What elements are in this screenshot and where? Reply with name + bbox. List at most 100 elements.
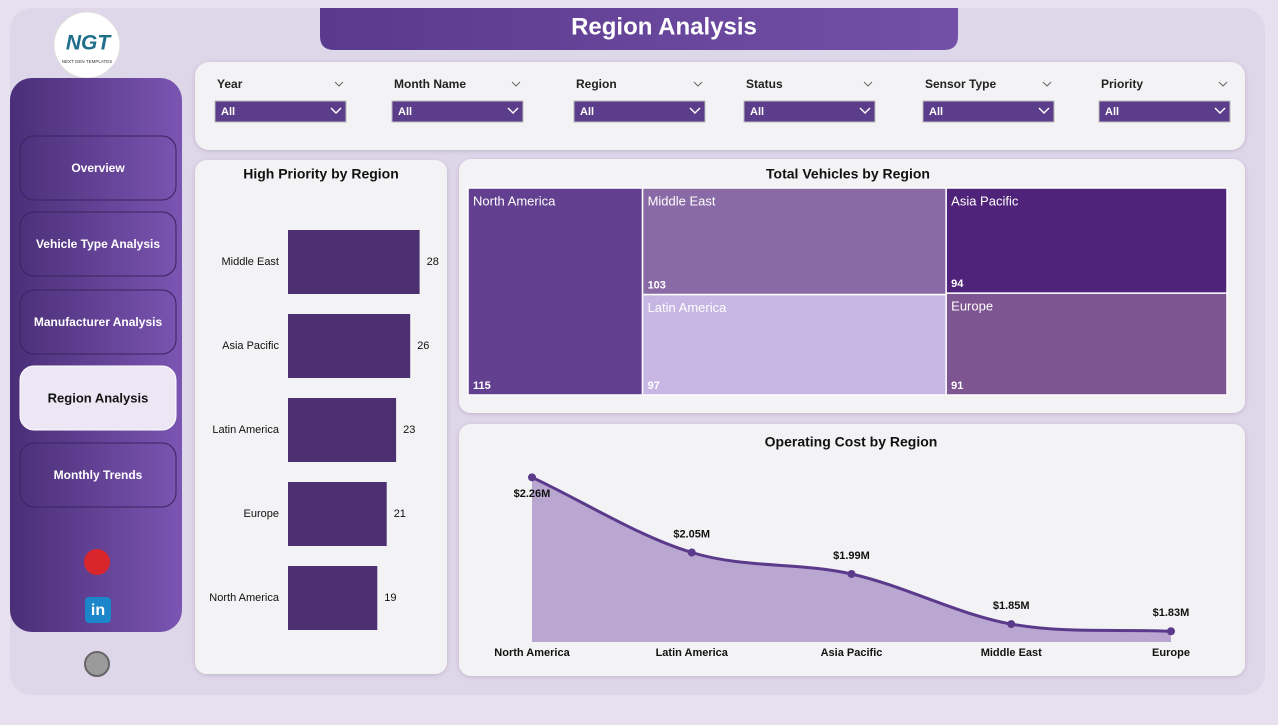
page-title: Region Analysis (571, 13, 757, 40)
treemap-tile (945, 292, 1228, 396)
chart-title: Operating Cost by Region (765, 434, 938, 450)
tile-label: Middle East (648, 193, 716, 208)
chevron (693, 81, 703, 87)
point (1007, 620, 1016, 629)
nav-button[interactable] (19, 211, 177, 277)
chevron (689, 107, 701, 115)
sidebar (10, 78, 182, 632)
chart-title: Total Vehicles by Region (766, 166, 930, 182)
filter-label: Year (217, 77, 243, 91)
filter-dropdown[interactable] (922, 100, 1055, 123)
nav-button[interactable] (19, 365, 177, 431)
chevron (507, 107, 519, 115)
value-label: 21 (394, 508, 406, 520)
filter-panel (195, 62, 1245, 150)
filter-value: All (398, 106, 412, 118)
point (687, 548, 696, 557)
filter-label: Sensor Type (925, 77, 996, 91)
chevron (863, 81, 873, 87)
tile-value: 97 (648, 380, 660, 392)
category-label: Asia Pacific (222, 340, 279, 352)
chevron (859, 107, 871, 115)
bar (288, 230, 420, 294)
tile-label: Latin America (648, 300, 728, 315)
filter-dropdown[interactable] (214, 100, 347, 123)
chevron (330, 107, 342, 115)
category-label: Middle East (222, 256, 279, 268)
globe-icon[interactable] (84, 651, 110, 677)
linkedin-glyph: in (91, 602, 105, 619)
logo-tagline: NEXT GEN TEMPLATES (62, 59, 113, 64)
filter-value: All (221, 106, 235, 118)
nav-label: Vehicle Type Analysis (36, 237, 160, 251)
category-label: Latin America (212, 424, 280, 436)
bar (288, 398, 397, 462)
value-label: 23 (403, 424, 415, 436)
nav-label: Overview (71, 161, 125, 175)
chart-title: High Priority by Region (243, 166, 399, 182)
x-tick-label: Europe (1152, 647, 1190, 659)
tile-value: 103 (648, 280, 666, 292)
chevron (511, 81, 521, 87)
chevron (1218, 81, 1228, 87)
chevron (1038, 107, 1050, 115)
filter-dropdown[interactable] (1098, 100, 1231, 123)
treemap-tile (467, 187, 644, 396)
tile-value: 115 (473, 380, 491, 392)
treemap-tile (641, 293, 947, 396)
bar (288, 566, 378, 630)
chevron (1042, 81, 1052, 87)
nav-button[interactable] (19, 135, 177, 201)
nav-label: Monthly Trends (54, 468, 143, 482)
x-tick-label: Asia Pacific (821, 647, 883, 659)
filter-value: All (580, 106, 594, 118)
filter-label: Month Name (394, 77, 466, 91)
bar (288, 314, 411, 378)
nav-button[interactable] (19, 289, 177, 355)
value-label: 28 (427, 256, 439, 268)
value-label: $1.99M (833, 550, 870, 562)
point (847, 569, 856, 578)
point (528, 473, 536, 482)
area (532, 477, 1171, 642)
x-tick-label: Latin America (656, 647, 729, 659)
nav-button[interactable] (19, 442, 177, 508)
youtube-icon[interactable] (84, 549, 110, 575)
treemap-tile (945, 187, 1228, 294)
tile-label: Europe (951, 299, 993, 314)
value-label: $2.05M (673, 528, 710, 540)
filter-dropdown[interactable] (743, 100, 876, 123)
filter-label: Region (576, 77, 617, 91)
tile-value: 94 (951, 278, 964, 290)
bar (288, 482, 387, 546)
tile-label: North America (473, 193, 556, 208)
x-tick-label: North America (494, 647, 570, 659)
filter-value: All (929, 106, 943, 118)
value-label: 26 (417, 340, 429, 352)
tile-label: Asia Pacific (951, 193, 1019, 208)
filter-dropdown[interactable] (391, 100, 524, 123)
chevron (1214, 107, 1226, 115)
tile-value: 91 (951, 380, 963, 392)
title-banner (320, 8, 958, 50)
filter-value: All (750, 106, 764, 118)
nav-label: Manufacturer Analysis (34, 315, 163, 329)
x-tick-label: Middle East (981, 647, 1042, 659)
treemap-tile (641, 187, 947, 296)
chevron (334, 81, 344, 87)
value-label: $1.85M (993, 600, 1030, 612)
linkedin-icon[interactable] (85, 597, 111, 623)
category-label: Europe (244, 508, 279, 520)
category-label: North America (209, 592, 280, 604)
nav-label: Region Analysis (48, 390, 149, 405)
logo-text: NGT (66, 32, 113, 55)
filter-label: Priority (1101, 77, 1143, 91)
value-label: $2.26M (514, 488, 551, 500)
value-label: $1.83M (1153, 607, 1190, 619)
point (1167, 627, 1175, 636)
filter-value: All (1105, 106, 1119, 118)
filter-label: Status (746, 77, 783, 91)
filter-dropdown[interactable] (573, 100, 706, 123)
